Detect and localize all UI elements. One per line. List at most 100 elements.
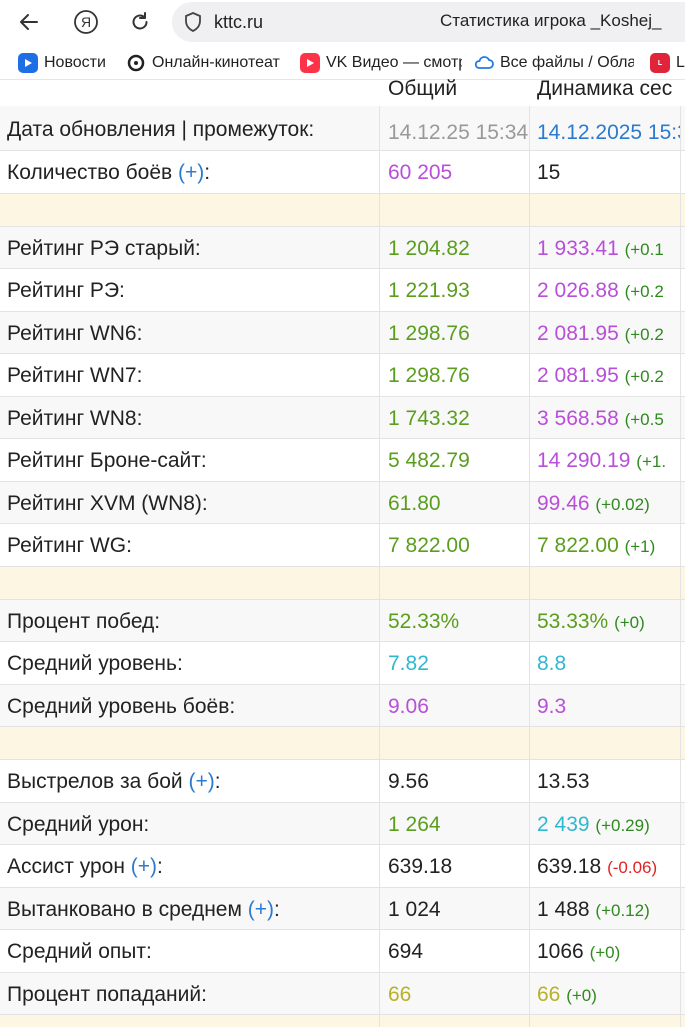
group-separator xyxy=(0,567,685,600)
header-total: Общий xyxy=(388,77,458,100)
table-row: Процент побед: 52.33% 53.33% (+0) xyxy=(0,600,685,642)
table-row: Рейтинг РЭ: 1 221.93 2 026.88 (+0.2 xyxy=(0,269,685,312)
address-bar[interactable]: kttc.ru Статистика игрока _Koshej_ xyxy=(172,2,685,42)
value-delta: (+1) xyxy=(624,537,656,556)
value-delta: (+1. xyxy=(636,452,667,471)
row-label: Рейтинг Броне-сайт: xyxy=(7,449,207,472)
value-session: 99.46 xyxy=(537,492,590,515)
value-session: 15 xyxy=(537,161,561,184)
table-row: Дата обновления | промежуток: 14.12.25 1… xyxy=(0,106,685,151)
row-label: Количество боёв xyxy=(7,161,178,184)
table-row: Количество боёв (+): 60 205 15 xyxy=(0,151,685,194)
value-session: 2 026.88 xyxy=(537,279,619,302)
value-session: 2 439 xyxy=(537,813,590,836)
row-label: Процент попаданий: xyxy=(7,983,207,1006)
group-separator xyxy=(0,1015,685,1027)
play-icon xyxy=(18,53,38,73)
bookmark-vk-video[interactable]: VK Видео — смотр xyxy=(300,52,462,74)
help-link[interactable]: (+) xyxy=(130,855,157,878)
label-suffix: : xyxy=(214,770,221,793)
value-session: 3 568.58 xyxy=(537,407,619,430)
value-delta: (+0) xyxy=(589,943,621,962)
value-session: 1066 xyxy=(537,940,584,963)
table-row: Рейтинг WN8: 1 743.32 3 568.58 (+0.5 xyxy=(0,397,685,439)
value-total: 14.12.25 15:34 xyxy=(388,121,529,144)
bookmark-live[interactable]: L Le xyxy=(650,52,685,74)
value-session: 14.12.2025 15:34 xyxy=(537,121,680,144)
page-title: Статистика игрока _Koshej_ xyxy=(440,11,662,30)
table-row: Рейтинг WG: 7 822.00 7 822.00 (+1) xyxy=(0,524,685,567)
value-total: 9.06 xyxy=(388,695,429,718)
url-text: kttc.ru xyxy=(214,11,264,32)
table-row: Рейтинг WN7: 1 298.76 2 081.95 (+0.2 xyxy=(0,354,685,397)
value-total: 5 482.79 xyxy=(388,449,470,472)
table-row: Процент попаданий: 66 66 (+0) xyxy=(0,973,685,1015)
value-delta: (+0.5 xyxy=(624,410,664,429)
table-row: Рейтинг WN6: 1 298.76 2 081.95 (+0.2 xyxy=(0,312,685,354)
table-row: Средний уровень: 7.82 8.8 xyxy=(0,642,685,685)
reload-icon[interactable] xyxy=(124,6,156,38)
row-label: Средний уровень: xyxy=(7,652,183,675)
value-total: 1 264 xyxy=(388,813,441,836)
value-delta: (+0) xyxy=(566,986,597,1005)
value-total: 1 298.76 xyxy=(388,322,470,345)
row-label: Ассист урон xyxy=(7,855,131,878)
browser-toolbar: Я kttc.ru Статистика игрока _Koshej_ xyxy=(0,0,685,44)
svg-text:Я: Я xyxy=(81,14,91,30)
row-label: Вытанковано в среднем xyxy=(7,898,248,921)
value-delta: (+0.2 xyxy=(624,325,664,344)
bookmark-news[interactable]: Новости xyxy=(18,52,118,74)
bookmark-label: Онлайн-кинотеат xyxy=(152,54,280,71)
value-total: 61.80 xyxy=(388,492,441,515)
value-session: 66 xyxy=(537,983,561,1006)
value-session: 1 488 xyxy=(537,898,590,921)
table-row: Рейтинг Броне-сайт: 5 482.79 14 290.19 (… xyxy=(0,439,685,482)
table-row: Ассист урон (+): 639.18 639.18 (-0.06) xyxy=(0,845,685,888)
help-link[interactable]: (+) xyxy=(177,161,205,184)
value-session: 8.8 xyxy=(537,652,567,675)
value-total: 1 298.76 xyxy=(388,364,470,387)
bookmark-cloud[interactable]: Все файлы / Обла xyxy=(474,52,634,74)
live-icon: L xyxy=(650,53,670,73)
table-row: Средний опыт: 694 1066 (+0) xyxy=(0,930,685,973)
row-label: Процент побед: xyxy=(7,610,161,633)
table-row: Средний урон: 1 264 2 439 (+0.29) xyxy=(0,803,685,845)
bookmark-label: Новости xyxy=(44,54,106,71)
table-row: Рейтинг XVM (WN8): 61.80 99.46 (+0.02) xyxy=(0,482,685,524)
table-row: Средний уровень боёв: 9.06 9.3 xyxy=(0,685,685,727)
group-separator xyxy=(0,727,685,760)
value-session: 14 290.19 xyxy=(537,449,631,472)
value-session: 1 933.41 xyxy=(537,237,619,260)
help-link[interactable]: (+) xyxy=(188,770,215,793)
value-session: 2 081.95 xyxy=(537,364,619,387)
bookmark-label: Le xyxy=(676,54,685,71)
help-link[interactable]: (+) xyxy=(247,898,275,921)
value-total: 60 205 xyxy=(388,161,453,184)
row-label: Средний урон: xyxy=(7,813,150,836)
kinopoisk-icon xyxy=(126,53,146,73)
row-label: Средний опыт: xyxy=(7,940,152,963)
yandex-icon[interactable]: Я xyxy=(70,6,102,38)
bookmark-kinopoisk[interactable]: Онлайн-кинотеат xyxy=(126,52,282,74)
row-label: Выстрелов за бой xyxy=(7,770,189,793)
value-total: 52.33% xyxy=(388,610,460,633)
table-row: Вытанковано в среднем (+): 1 024 1 488 (… xyxy=(0,888,685,930)
vk-video-icon xyxy=(300,53,320,73)
label-suffix: : xyxy=(157,855,163,878)
value-delta: (+0.29) xyxy=(595,816,650,835)
back-arrow-icon[interactable] xyxy=(13,6,45,38)
value-session: 7 822.00 xyxy=(537,534,619,557)
value-delta: (+0) xyxy=(614,613,645,632)
value-total: 1 024 xyxy=(388,898,441,921)
row-label: Рейтинг РЭ: xyxy=(7,279,125,302)
value-delta: (-0.06) xyxy=(607,858,658,877)
bookmark-label: VK Видео — смотр xyxy=(326,54,462,71)
row-label: Средний уровень боёв: xyxy=(7,695,236,718)
value-total: 1 204.82 xyxy=(388,237,470,260)
value-total: 694 xyxy=(388,940,424,963)
value-total: 66 xyxy=(388,983,412,1006)
cloud-icon xyxy=(474,53,494,73)
value-total: 9.56 xyxy=(388,770,429,793)
value-total: 1 221.93 xyxy=(388,279,470,302)
value-session: 9.3 xyxy=(537,695,567,718)
